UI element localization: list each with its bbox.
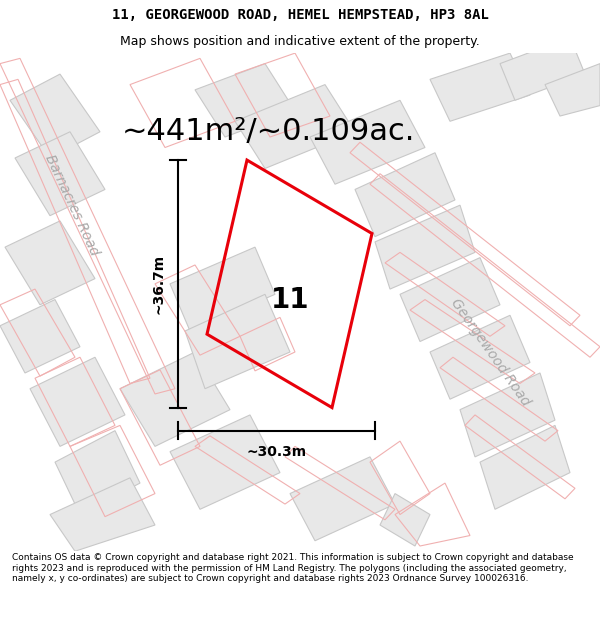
Polygon shape [5,221,95,305]
Text: ~36.7m: ~36.7m [152,254,166,314]
Polygon shape [55,431,140,514]
Polygon shape [185,294,290,389]
Polygon shape [170,415,280,509]
Polygon shape [30,357,125,446]
Text: 11: 11 [271,286,309,314]
Polygon shape [290,457,395,541]
Polygon shape [235,84,355,169]
Polygon shape [430,53,530,121]
Polygon shape [310,101,425,184]
Polygon shape [355,152,455,237]
Text: Map shows position and indicative extent of the property.: Map shows position and indicative extent… [120,35,480,48]
Polygon shape [0,299,80,373]
Polygon shape [460,373,555,457]
Text: ~441m²/~0.109ac.: ~441m²/~0.109ac. [121,118,415,146]
Polygon shape [400,258,500,341]
Text: Georgewood Road: Georgewood Road [448,296,532,408]
Text: 11, GEORGEWOOD ROAD, HEMEL HEMPSTEAD, HP3 8AL: 11, GEORGEWOOD ROAD, HEMEL HEMPSTEAD, HP… [112,8,488,22]
Polygon shape [15,132,105,216]
Polygon shape [120,352,230,446]
Polygon shape [50,478,155,551]
Polygon shape [480,426,570,509]
Polygon shape [10,74,100,158]
Polygon shape [375,205,475,289]
Text: ~30.3m: ~30.3m [247,446,307,459]
Polygon shape [430,315,530,399]
Polygon shape [500,38,585,101]
Polygon shape [545,64,600,116]
Polygon shape [380,494,430,546]
Text: Contains OS data © Crown copyright and database right 2021. This information is : Contains OS data © Crown copyright and d… [12,553,574,583]
Polygon shape [170,247,275,331]
Text: Barnacres Road: Barnacres Road [43,152,101,258]
Polygon shape [195,64,295,137]
